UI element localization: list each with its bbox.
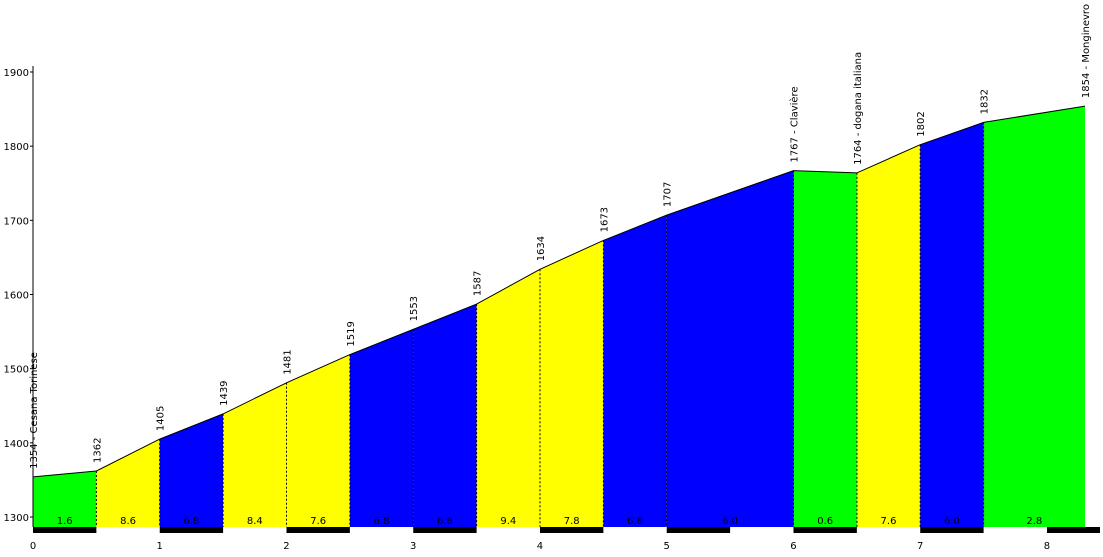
segment-fill-5 xyxy=(349,329,414,527)
grade-label: 8.6 xyxy=(120,516,136,527)
segment-fill-12 xyxy=(856,144,921,527)
segment-fill-14 xyxy=(983,106,1085,527)
grade-label: 7.6 xyxy=(310,516,326,527)
grade-label: 6.8 xyxy=(437,516,453,527)
x-tick-label: 6 xyxy=(790,541,796,552)
distance-bar xyxy=(33,527,1100,533)
segment-fill-11 xyxy=(793,170,857,527)
distance-bar-end xyxy=(1085,527,1100,533)
x-tick-label: 8 xyxy=(1044,541,1050,552)
segment-fill-1 xyxy=(96,439,160,527)
y-tick-label: 1500 xyxy=(4,365,29,376)
segment-fill-0 xyxy=(33,471,97,527)
segment-fill-6 xyxy=(413,304,477,527)
grade-label: 0.6 xyxy=(817,516,833,527)
segment-fill-2 xyxy=(159,413,224,527)
x-tick-label: 4 xyxy=(537,541,543,552)
grade-label: 6.0 xyxy=(944,516,960,527)
grade-label: 1.6 xyxy=(57,516,73,527)
distance-bar-block xyxy=(159,527,224,533)
segment-fill-13 xyxy=(920,122,984,528)
segment-fill-8 xyxy=(540,240,604,527)
point-label: 1354 - Cesana Torinese xyxy=(29,352,40,469)
point-label: 1673 xyxy=(599,207,610,232)
point-label: 1587 xyxy=(473,271,484,296)
y-tick-label: 1800 xyxy=(4,142,29,153)
y-tick-label: 1700 xyxy=(4,216,29,227)
distance-bar-block xyxy=(539,527,604,533)
segment-fill-4 xyxy=(286,354,350,527)
x-tick-label: 2 xyxy=(283,541,289,552)
point-label: 1707 xyxy=(663,182,674,207)
grade-label: 6.8 xyxy=(374,516,390,527)
x-tick-label: 5 xyxy=(664,541,670,552)
point-label: 1764 - dogana italiana xyxy=(853,52,864,165)
grade-label: 7.6 xyxy=(881,516,897,527)
grade-label: 6.8 xyxy=(183,516,199,527)
grade-label: 2.8 xyxy=(1026,516,1042,527)
distance-bar-block xyxy=(920,527,984,533)
y-tick-label: 1600 xyxy=(4,291,29,302)
grade-label: 6.8 xyxy=(627,516,643,527)
point-label: 1634 xyxy=(536,236,547,261)
distance-bar-block xyxy=(286,527,350,533)
x-tick-label: 0 xyxy=(30,541,36,552)
point-label: 1767 - Clavière xyxy=(789,86,801,162)
point-label: 1854 - Monginevro xyxy=(1081,4,1092,98)
segment-dividers xyxy=(95,122,985,527)
point-label: 1832 xyxy=(980,89,991,114)
axes: 1300 1400 1500 1600 1700 1800 1900 0 1 2 3 4 5 6 7 8 xyxy=(4,66,1050,552)
x-tick-label: 1 xyxy=(157,541,163,552)
distance-bar-block xyxy=(666,527,731,533)
x-tick-label: 3 xyxy=(410,541,416,552)
grade-label: 6.0 xyxy=(722,516,738,527)
profile-line xyxy=(32,105,1086,478)
x-tick-label: 7 xyxy=(917,541,923,552)
y-tick-label: 1400 xyxy=(4,439,29,450)
segment-fill-9 xyxy=(603,215,667,527)
segment-fill-10 xyxy=(666,170,794,527)
point-label: 1481 xyxy=(283,349,294,374)
segment-fill-3 xyxy=(223,382,287,527)
distance-bar-block xyxy=(413,527,477,533)
point-label: 1553 xyxy=(409,296,420,321)
profile-outline xyxy=(32,105,1086,478)
distance-bar-block xyxy=(1046,527,1085,533)
distance-bar-block xyxy=(33,527,97,533)
segment-fills xyxy=(33,106,1085,528)
segment-fill-7 xyxy=(476,269,540,527)
grade-label: 7.8 xyxy=(564,516,580,527)
point-labels: 1354 - Cesana Torinese 1362 1405 1439 1481 15… xyxy=(29,4,1092,469)
grade-label: 9.4 xyxy=(500,516,516,527)
y-tick-label: 1900 xyxy=(4,68,29,79)
grade-labels: 1.6 8.6 6.8 8.4 7.6 6.8 6.8 9.4 7.8 6.8 6.0 0.6 7.6 6… xyxy=(57,516,1043,527)
y-tick-label: 1300 xyxy=(4,513,29,524)
point-label: 1362 xyxy=(92,438,103,463)
distance-bar-block xyxy=(793,527,857,533)
point-label: 1519 xyxy=(346,321,357,346)
point-label: 1405 xyxy=(156,406,167,431)
point-label: 1439 xyxy=(219,380,230,405)
point-label: 1802 xyxy=(916,111,927,136)
grade-label: 8.4 xyxy=(247,516,263,527)
